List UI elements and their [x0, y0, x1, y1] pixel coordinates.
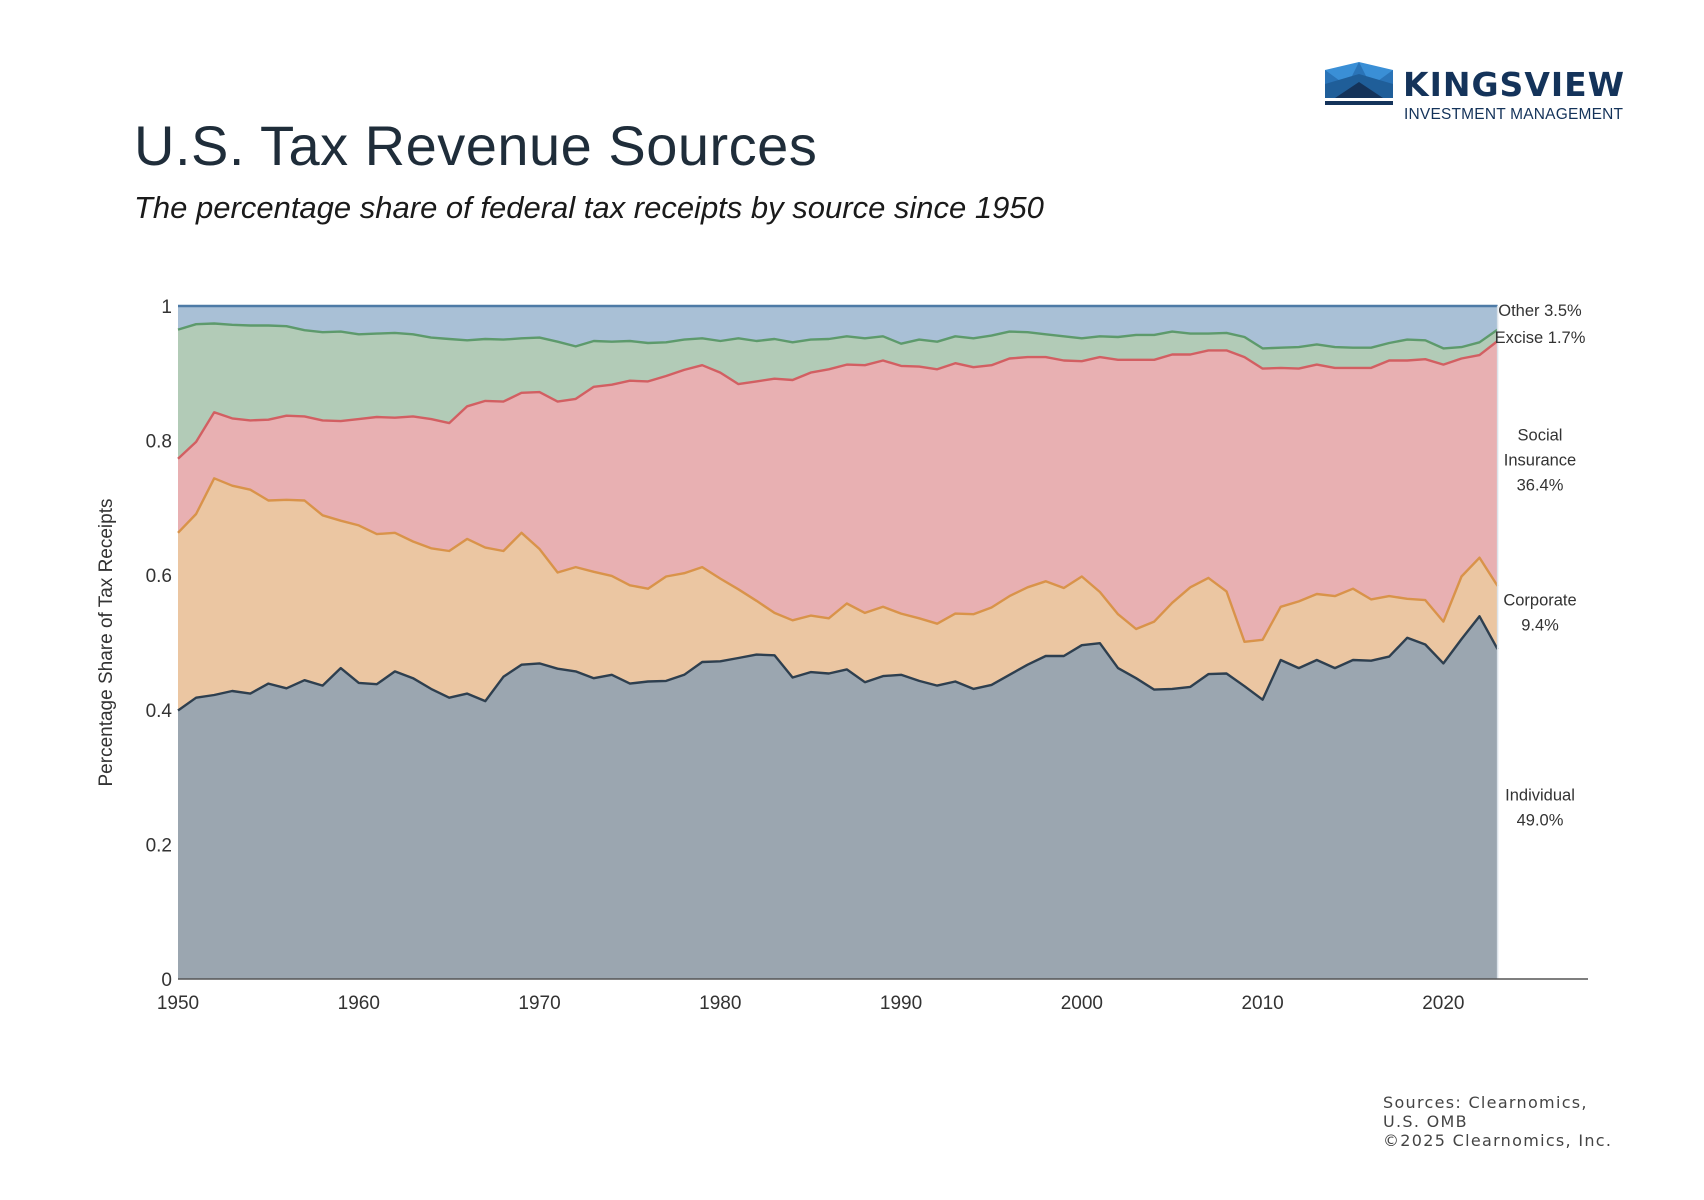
area-excise — [178, 323, 1498, 459]
series-label-corporate: Corporate — [1503, 591, 1576, 609]
line-individual — [177, 615, 1499, 712]
y-tick-label: 0.4 — [146, 701, 173, 722]
x-tick-label: 2020 — [1422, 993, 1464, 1014]
x-tick-label: 2000 — [1061, 993, 1103, 1014]
area-other — [178, 306, 1498, 349]
series-label-social-insurance: Insurance — [1504, 452, 1576, 470]
x-tick-label: 1970 — [518, 993, 560, 1014]
y-tick-label: 0.8 — [146, 432, 172, 453]
y-tick-label: 0.2 — [146, 835, 172, 856]
series-value-social-insurance: 36.4% — [1517, 477, 1564, 495]
source-line-1: Sources: Clearnomics, — [1383, 1093, 1588, 1112]
series-label-other: Other 3.5% — [1498, 302, 1582, 320]
y-axis-label: Percentage Share of Tax Receipts — [96, 499, 117, 787]
series-value-individual: 49.0% — [1517, 812, 1564, 830]
line-excise — [177, 322, 1499, 350]
series-value-corporate: 9.4% — [1521, 616, 1559, 634]
logo-tagline: INVESTMENT MANAGEMENT — [1404, 106, 1624, 123]
logo-name: KINGSVIEW — [1403, 65, 1626, 104]
x-tick-label: 1960 — [338, 993, 380, 1014]
y-tick-label: 1 — [161, 297, 172, 318]
y-axis-ticks: 0 0.2 0.4 0.6 0.8 1 — [146, 297, 173, 991]
line-social-insurance — [177, 340, 1499, 460]
page-title: U.S. Tax Revenue Sources — [134, 114, 818, 177]
y-tick-label: 0 — [161, 970, 172, 991]
x-axis-ticks: 1950 1960 1970 1980 1990 2000 2010 2020 — [157, 993, 1465, 1014]
source-line-3: ©2025 Clearnomics, Inc. — [1383, 1131, 1613, 1150]
series-label-individual: Individual — [1505, 787, 1575, 805]
kingsview-logo: KINGSVIEW INVESTMENT MANAGEMENT — [1325, 62, 1625, 132]
x-tick-label: 2010 — [1241, 993, 1283, 1014]
page-subtitle: The percentage share of federal tax rece… — [134, 190, 1044, 225]
area-layer — [178, 306, 1498, 979]
area-corporate — [178, 478, 1498, 711]
source-note: Sources: Clearnomics, U.S. OMB ©2025 Cle… — [1383, 1093, 1612, 1150]
line-corporate — [177, 477, 1499, 643]
line-layer — [177, 304, 1499, 979]
x-tick-label: 1950 — [157, 993, 199, 1014]
series-label-social-insurance: Social — [1518, 427, 1563, 445]
x-tick-label: 1990 — [880, 993, 922, 1014]
y-tick-label: 0.6 — [146, 566, 172, 587]
series-label-excise: Excise 1.7% — [1495, 329, 1586, 347]
series-labels: Individual 49.0% Corporate 9.4% Social Insura… — [1495, 302, 1586, 830]
source-line-2: U.S. OMB — [1383, 1112, 1468, 1131]
area-social-insurance — [178, 341, 1498, 642]
crown-icon — [1325, 62, 1393, 105]
area-individual — [178, 616, 1498, 979]
x-tick-label: 1980 — [699, 993, 741, 1014]
